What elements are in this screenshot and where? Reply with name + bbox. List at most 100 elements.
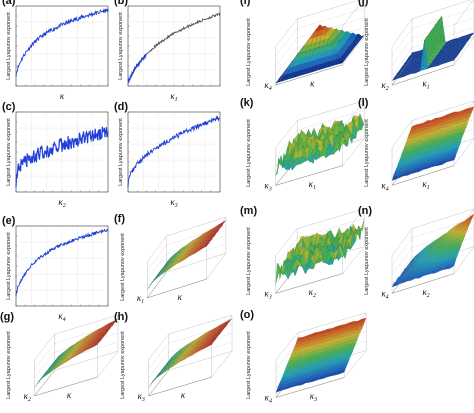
surface-cell [355, 35, 362, 41]
box-edge [411, 208, 474, 229]
box-edge [342, 0, 364, 27]
box-edge-front [391, 57, 413, 86]
surface-cell [101, 333, 107, 338]
box-edge-front [275, 165, 343, 186]
panel-l: (l) Largest Lyapunov exponent κ4 κ1 [358, 97, 474, 192]
surface-cell [346, 47, 353, 53]
panel-i: (i) Largest Lyapunov exponent κ4 κ [240, 0, 365, 92]
y-axis-title: κ [178, 292, 183, 302]
y-axis-title: κ2 [422, 287, 429, 299]
surface-cell [454, 248, 461, 253]
surface-cell [220, 326, 226, 331]
panel-label: (l) [358, 97, 369, 109]
panel-f: (f) Largest Lyapunov exponent κ1 κ [114, 213, 227, 305]
box-edge-front [391, 273, 455, 294]
surface-cell [452, 150, 458, 155]
surface-cell [338, 137, 345, 147]
box-edge-front [147, 272, 167, 299]
panel-n: (n) Largest Lyapunov exponent κ4 κ2 [358, 205, 474, 300]
surface-cell [449, 261, 456, 269]
data-series [127, 115, 221, 189]
surface-cell [213, 230, 219, 234]
surface-cell [342, 53, 349, 58]
grid-line [391, 237, 413, 266]
x-axis-title: κ1 [170, 91, 177, 103]
surface-cell [205, 241, 211, 246]
surface-cell [112, 318, 119, 323]
surface-cell [351, 40, 358, 46]
panel-label: (b) [114, 0, 128, 7]
box-edge [148, 333, 169, 360]
surface-cell [106, 326, 112, 331]
grid-line [297, 110, 365, 131]
box-edge [297, 208, 365, 229]
surface-cell [147, 282, 153, 291]
x-axis-title: κ3 [264, 180, 271, 192]
box-edge-front [34, 370, 55, 397]
z-axis-title: Largest Lyapunov exponent [364, 119, 370, 187]
surface-cell [111, 319, 118, 324]
box-edge [54, 351, 119, 371]
x-axis-title: κ3 [264, 288, 271, 300]
grid-line [147, 244, 167, 271]
grid-line [411, 8, 474, 29]
grid-line [297, 218, 365, 239]
y-axis-title: κ1 [422, 179, 429, 191]
grid-line [391, 28, 413, 57]
grid-line [297, 8, 365, 29]
surface-cell [347, 45, 354, 52]
box-edge [206, 253, 227, 280]
surface-cell [360, 317, 367, 323]
z-axis-title: Largest Lyapunov exponent [246, 18, 252, 86]
grid-line [391, 256, 413, 285]
panel-k: (k) Largest Lyapunov exponent κ3 κ1 [240, 97, 365, 192]
data-series [15, 126, 109, 188]
grid-line [391, 129, 413, 158]
y-axis-title: κ [181, 390, 186, 400]
panel-label: (h) [114, 311, 128, 323]
grid-line [391, 47, 413, 76]
data-series-start [127, 54, 147, 84]
surface-cell [224, 321, 230, 326]
box-edge [168, 351, 233, 371]
data-series [15, 228, 109, 296]
y-axis-title: Largest Lyapunov exponent [6, 118, 12, 186]
box-edge-front [147, 278, 207, 299]
surface-cell [226, 318, 233, 323]
panel-label: (o) [240, 309, 254, 321]
x-axis-title: κ4 [265, 392, 272, 404]
surface-cell [449, 157, 456, 162]
box-edge-front [34, 376, 98, 397]
box-edge [54, 314, 119, 335]
surface-cell [94, 341, 101, 345]
grid-line [275, 256, 298, 285]
surface-cell [344, 49, 351, 55]
surface-cell [461, 126, 467, 132]
surface-cell [218, 223, 224, 228]
box-edge [168, 314, 233, 335]
grid-line [34, 352, 55, 378]
panel-g: (g) Largest Lyapunov exponent κ2 κ [0, 311, 119, 403]
box-edge-front [148, 370, 169, 397]
surface-cell [222, 323, 229, 327]
y-axis-title: κ1 [422, 78, 429, 90]
box-edge [275, 332, 299, 360]
x-axis-title: κ2 [58, 197, 65, 209]
box-edge-front [391, 266, 413, 294]
grid-line [148, 352, 169, 378]
surface-cell [207, 237, 213, 243]
panel-label: (k) [240, 97, 254, 109]
x-axis-title: κ4 [264, 80, 271, 92]
panel-m: (m) Largest Lyapunov exponent κ3 κ2 [240, 205, 365, 300]
grid-line [275, 129, 298, 158]
surface-cell [351, 120, 358, 139]
panel-label: (c) [2, 101, 16, 113]
panel-label: (i) [240, 0, 251, 7]
surface-cell [214, 334, 220, 339]
grid-line [391, 247, 413, 275]
x-axis-title: κ1 [137, 293, 144, 305]
x-axis-title: κ [60, 91, 65, 101]
y-axis-title: Largest Lyapunov exponent [6, 232, 12, 300]
box-edge-front [275, 370, 299, 398]
